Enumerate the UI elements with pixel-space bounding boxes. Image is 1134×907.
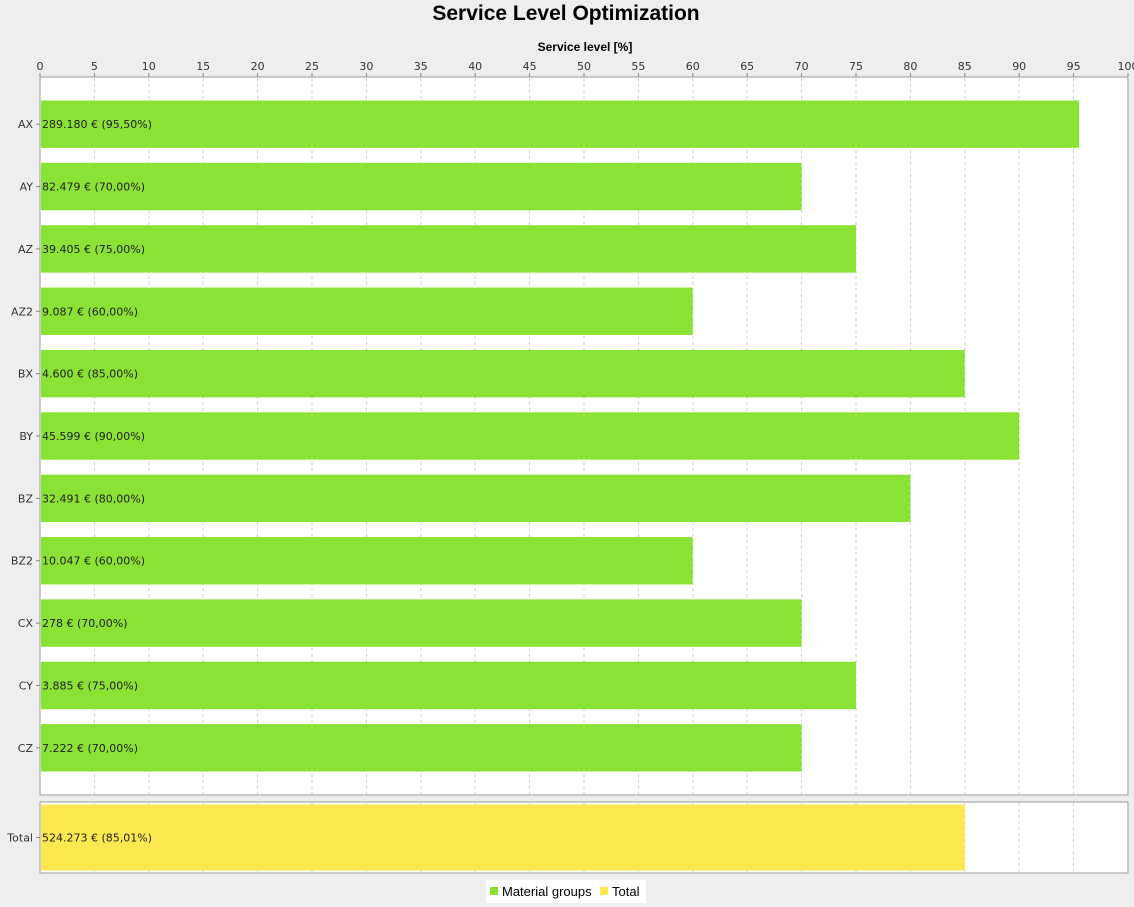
chart-title: Service Level Optimization: [432, 2, 699, 25]
x-tick-label: 85: [958, 60, 972, 73]
x-tick-label: 0: [37, 60, 44, 73]
bar-az: [41, 225, 856, 273]
x-axis-title: Service level [%]: [538, 40, 633, 54]
data-label: 82.479 € (70,00%): [42, 181, 145, 194]
bar-cx: [41, 599, 802, 647]
category-label: CX: [18, 617, 34, 630]
legend: Material groups Total: [486, 880, 646, 903]
bar-cz: [41, 724, 802, 772]
x-tick-label: 95: [1067, 60, 1081, 73]
x-tick-label: 5: [91, 60, 98, 73]
data-label: 289.180 € (95,50%): [42, 118, 152, 131]
x-tick-label: 50: [577, 60, 591, 73]
data-label: 45.599 € (90,00%): [42, 430, 145, 443]
bar-total: [41, 804, 965, 871]
category-label: AZ: [18, 243, 34, 256]
category-label: BZ2: [11, 555, 33, 568]
data-label: 9.087 € (60,00%): [42, 305, 138, 318]
data-label: 39.405 € (75,00%): [42, 243, 145, 256]
category-label: BX: [18, 368, 34, 381]
x-tick-label: 15: [196, 60, 210, 73]
data-label: 7.222 € (70,00%): [42, 742, 138, 755]
category-label: CY: [19, 679, 33, 692]
x-tick-label: 100: [1118, 60, 1134, 73]
bar-by: [41, 412, 1020, 460]
bar-bx: [41, 349, 965, 398]
x-tick-label: 70: [795, 60, 809, 73]
bar-bz: [41, 474, 911, 523]
x-tick-label: 45: [523, 60, 537, 73]
x-tick-label: 20: [251, 60, 265, 73]
x-tick-label: 30: [359, 60, 373, 73]
bar-bz2: [41, 537, 693, 585]
x-tick-label: 80: [903, 60, 917, 73]
data-label: 32.491 € (80,00%): [42, 492, 145, 505]
plot-panel-total: Total 524.273 € (85,01%): [6, 801, 1129, 874]
bar-cy: [41, 661, 856, 710]
category-label: AZ2: [11, 305, 33, 318]
x-tick-label: 35: [414, 60, 428, 73]
category-label: AX: [18, 118, 34, 131]
bar-ax: [41, 100, 1080, 148]
x-tick-label: 10: [142, 60, 156, 73]
x-tick-label: 90: [1012, 60, 1026, 73]
category-label: AY: [20, 181, 34, 194]
category-label: CZ: [18, 742, 34, 755]
category-label: BY: [19, 430, 33, 443]
x-tick-label: 60: [686, 60, 700, 73]
legend-box: [486, 880, 646, 903]
x-tick-label: 75: [849, 60, 863, 73]
plot-panel-material-groups: AX 289.180 € (95,50%) AY 82.479 € (70,00%) A…: [11, 76, 1129, 796]
legend-label: Total: [612, 884, 640, 899]
category-label: BZ: [18, 492, 34, 505]
data-label: 278 € (70,00%): [42, 617, 128, 630]
bar-az2: [41, 287, 693, 335]
x-tick-label: 25: [305, 60, 319, 73]
bar-ay: [41, 162, 802, 211]
data-label: 10.047 € (60,00%): [42, 555, 145, 568]
legend-swatch: [600, 887, 608, 895]
legend-label: Material groups: [502, 884, 592, 899]
data-label: 524.273 € (85,01%): [42, 832, 152, 845]
x-tick-label: 55: [631, 60, 645, 73]
data-label: 4.600 € (85,00%): [42, 368, 138, 381]
x-tick-label: 40: [468, 60, 482, 73]
x-axis-ticks: 0 5 10 15 20 25 30 35 40 45 50 55 60 65 70 75 80 85 90 95 10…: [37, 60, 1134, 77]
legend-swatch: [490, 887, 498, 895]
data-label: 3.885 € (75,00%): [42, 679, 138, 692]
x-tick-label: 65: [740, 60, 754, 73]
category-label: Total: [6, 832, 33, 845]
